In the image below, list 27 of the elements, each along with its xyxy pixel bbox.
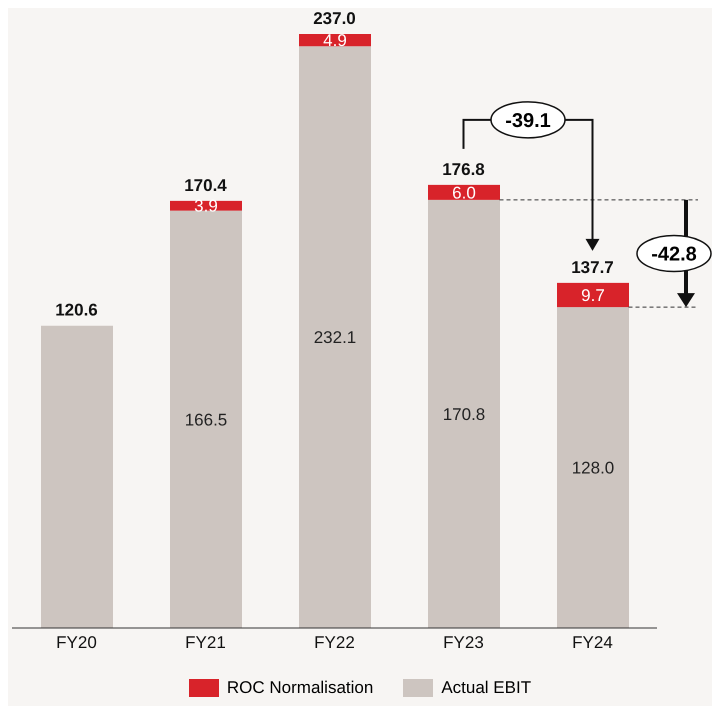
total-label: 176.8 [442, 160, 485, 179]
bar [299, 46, 371, 628]
total-label: 237.0 [313, 8, 356, 28]
total-label: 170.4 [184, 176, 228, 195]
legend-label: Actual EBIT [441, 678, 532, 698]
x-tick-label: FY24 [572, 633, 613, 652]
x-tick-label: FY21 [185, 633, 226, 652]
x-tick-label: FY22 [314, 633, 355, 652]
annotation: -39.1 [505, 110, 551, 132]
x-tick-label: FY20 [56, 633, 97, 652]
x-tick-label: FY23 [443, 633, 484, 652]
data-label: 6.0 [452, 183, 476, 202]
data-label: 166.5 [184, 410, 228, 430]
data-label: 232.1 [314, 328, 356, 348]
data-label: 9.7 [581, 286, 605, 305]
bar [557, 307, 629, 628]
bar [41, 326, 113, 628]
total-label: 137.7 [571, 258, 614, 277]
data-label: 170.8 [442, 404, 486, 424]
data-label: 4.9 [323, 31, 347, 50]
annotation: -42.8 [651, 244, 697, 266]
bar [557, 282, 629, 308]
bar [428, 200, 500, 628]
bar [170, 210, 242, 628]
legend-label: ROC Normalisation [226, 678, 374, 698]
data-label: 128.0 [572, 458, 614, 478]
total-label: 120.6 [55, 300, 98, 320]
